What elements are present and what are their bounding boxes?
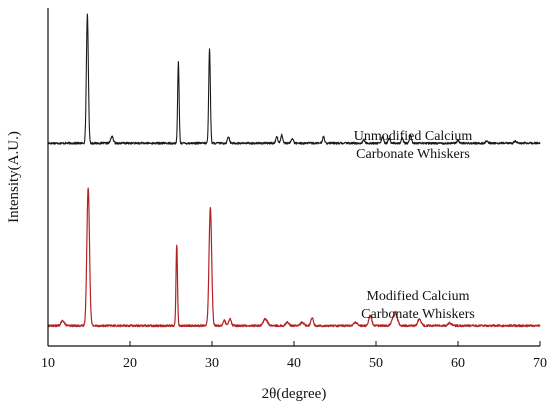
x-tick-label: 60 [451,356,465,371]
series-annotation-modified: Carbonate Whiskers [361,307,475,322]
plot-area [47,13,541,328]
x-tick-label: 40 [287,356,301,371]
x-axis-title: 2θ(degree) [262,386,327,402]
series-line-modified [47,187,541,328]
series-annotation-unmodified: Carbonate Whiskers [356,147,470,162]
series-annotation-unmodified: Unmodified Calcium [354,129,473,144]
x-ticks: 10 20 30 40 50 60 70 [41,341,547,371]
x-tick-label: 70 [533,356,547,371]
x-tick-label: 20 [123,356,137,371]
x-tick-label: 30 [205,356,219,371]
series-annotation-modified: Modified Calcium [366,289,469,304]
annotations: Unmodified Calcium Carbonate Whiskers Modi… [354,129,475,322]
y-axis-title: Intensity(A.U.) [6,131,22,223]
x-tick-label: 50 [369,356,383,371]
x-tick-label: 10 [41,356,55,371]
series-line-unmodified [47,13,541,145]
